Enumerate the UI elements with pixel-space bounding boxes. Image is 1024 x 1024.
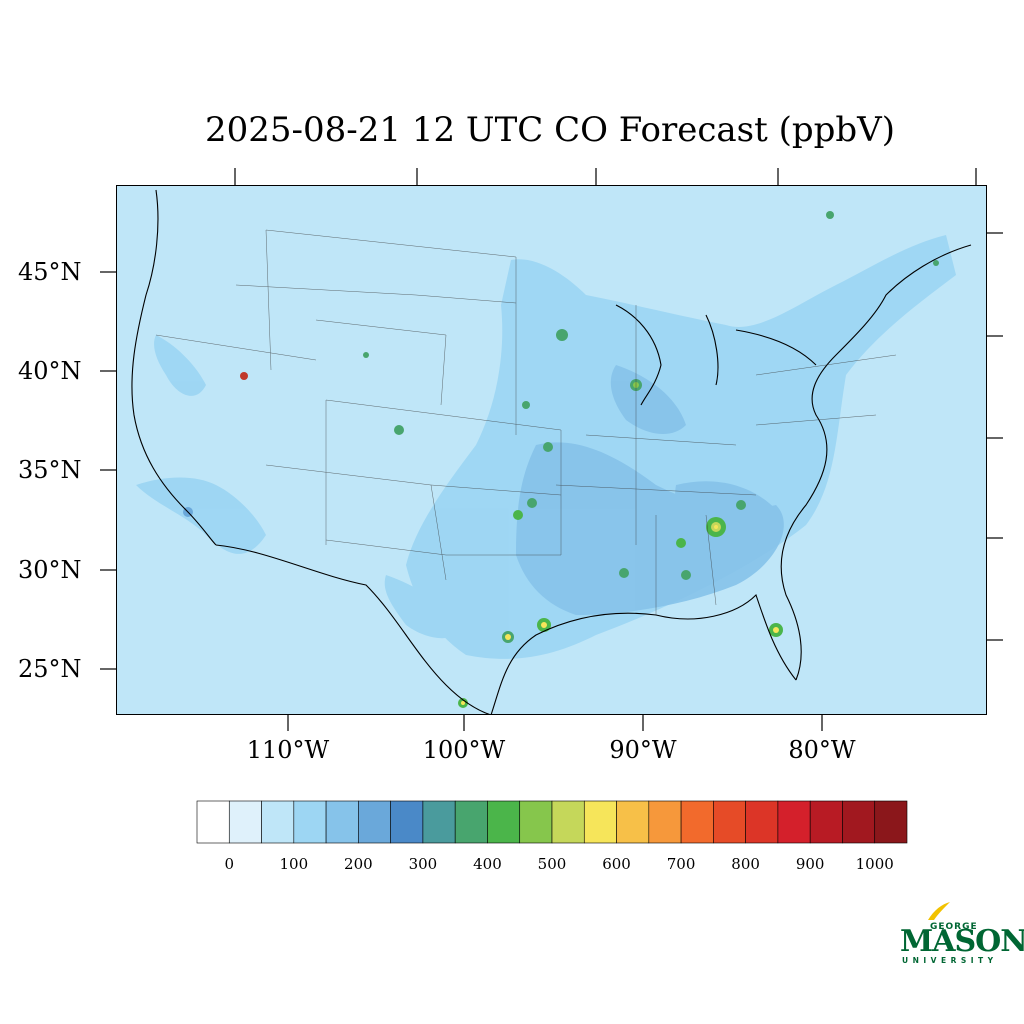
lon-label-100w: 100°W [422, 736, 506, 764]
colorbar-tick-label: 600 [602, 855, 631, 873]
colorbar-swatch [519, 800, 553, 844]
colorbar-swatch [293, 800, 327, 844]
logo-george: GEORGE [930, 922, 978, 932]
colorbar-swatch [390, 800, 424, 844]
colorbar-swatch [616, 800, 650, 844]
colorbar [196, 800, 908, 844]
lat-label-45: 45°N [18, 258, 82, 286]
colorbar-tick-label: 1000 [855, 855, 894, 873]
concentration-hotspots [183, 211, 939, 708]
colorbar-tick-label: 900 [795, 855, 825, 873]
colorbar-swatch [454, 800, 488, 844]
logo-mason: MASON [900, 924, 1024, 959]
chart-title: 2025-08-21 12 UTC CO Forecast (ppbV) [205, 110, 895, 150]
gmu-logo: GEORGE MASON UNIVERSITY [898, 898, 1024, 968]
colorbar-swatch [745, 800, 779, 844]
concentration-fill-200 [516, 365, 784, 615]
colorbar-swatch [680, 800, 714, 844]
lon-label-110w: 110°W [246, 736, 330, 764]
colorbar-swatch [777, 800, 811, 844]
colorbar-tick-label: 100 [279, 855, 309, 873]
colorbar-swatch [228, 800, 262, 844]
colorbar-tick-label: 400 [473, 855, 502, 873]
colorbar-swatch [261, 800, 295, 844]
lat-label-35: 35°N [18, 456, 82, 484]
logo-flame-icon [928, 902, 950, 920]
lat-label-25: 25°N [18, 655, 82, 683]
colorbar-swatch [648, 800, 682, 844]
colorbar-swatch [874, 800, 908, 844]
colorbar-swatch [842, 800, 876, 844]
lat-label-30: 30°N [18, 556, 82, 584]
lat-label-40: 40°N [18, 357, 82, 385]
colorbar-swatch [196, 800, 230, 844]
colorbar-swatch [583, 800, 617, 844]
colorbar-tick-label: 800 [731, 855, 760, 873]
colorbar-swatch [551, 800, 585, 844]
colorbar-swatch [809, 800, 843, 844]
lon-label-90w: 90°W [609, 736, 677, 764]
colorbar-tick-label: 0 [224, 855, 235, 873]
state-boundaries [155, 229, 897, 615]
colorbar-tick-label: 700 [666, 855, 696, 873]
colorbar-tick-label: 200 [344, 855, 373, 873]
colorbar-swatch [713, 800, 746, 844]
colorbar-tick-label: 300 [408, 855, 438, 873]
colorbar-tick-label: 500 [537, 855, 567, 873]
colorbar-swatch [487, 800, 521, 844]
co-forecast-map [116, 185, 987, 715]
colorbar-swatch [422, 800, 456, 844]
colorbar-swatch [358, 800, 391, 844]
colorbar-swatch [325, 800, 359, 844]
logo-university: UNIVERSITY [902, 956, 998, 965]
lon-label-80w: 80°W [788, 736, 856, 764]
